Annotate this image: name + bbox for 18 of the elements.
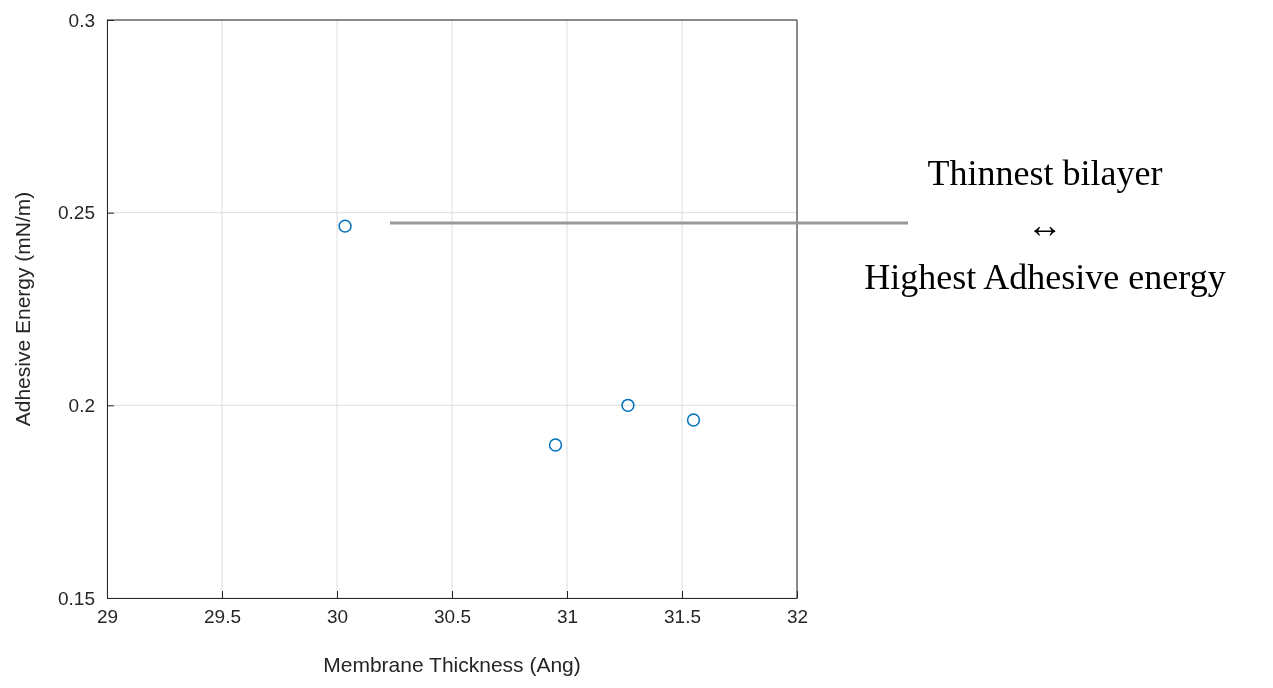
x-axis-title: Membrane Thickness (Ang) xyxy=(323,653,581,676)
y-tick-label: 0.2 xyxy=(68,394,95,416)
x-tick-label: 29.5 xyxy=(204,606,241,628)
point xyxy=(621,398,635,412)
point xyxy=(548,438,563,452)
point xyxy=(686,413,701,427)
x-tick-label: 32 xyxy=(786,606,809,628)
y-tick-label: 0.3 xyxy=(68,9,95,31)
x-tick-label: 31.5 xyxy=(664,606,701,628)
y-tick-label: 0.15 xyxy=(58,587,95,609)
y-tick-label: 0.25 xyxy=(58,202,95,224)
text: Thinnest bilayer ↔ Highest Adhesive energy xyxy=(864,153,1226,297)
point xyxy=(338,219,352,233)
x-tick-label: 29 xyxy=(96,606,119,628)
x-tick-label: 30.5 xyxy=(434,606,471,628)
x-tick-label: 31 xyxy=(556,606,579,628)
x-tick-label: 30 xyxy=(326,606,349,628)
y-axis-title: Adhesive Energy (mN/m) xyxy=(11,191,34,427)
